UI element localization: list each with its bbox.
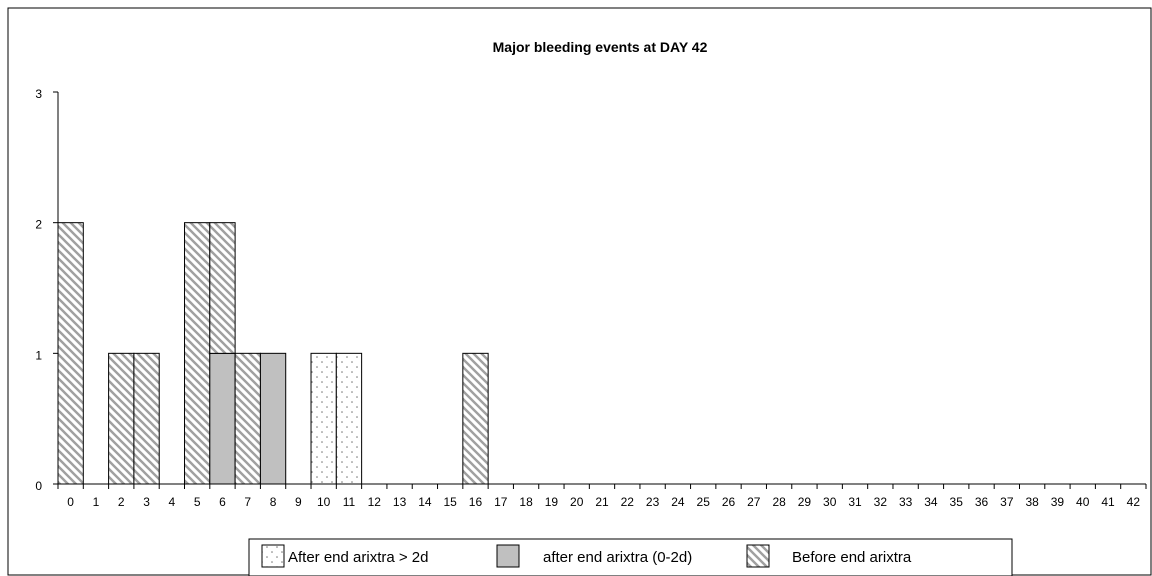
bars-layer xyxy=(57,222,489,485)
x-tick-label: 19 xyxy=(545,495,559,509)
x-tick-label: 5 xyxy=(194,495,201,509)
chart-title: Major bleeding events at DAY 42 xyxy=(493,39,708,55)
y-tick-label: 3 xyxy=(35,87,42,101)
x-tick-label: 2 xyxy=(118,495,125,509)
bar-3-series-2 xyxy=(133,352,160,485)
bar-8-series-1 xyxy=(259,352,287,485)
y-tick-label: 2 xyxy=(35,218,42,232)
bar-0-series-2 xyxy=(57,222,84,485)
y-tick-label: 1 xyxy=(35,348,42,362)
x-tick-label: 16 xyxy=(469,495,483,509)
x-tick-label: 35 xyxy=(950,495,964,509)
bar-6-series-1 xyxy=(209,352,236,485)
y-tick-label: 0 xyxy=(35,479,42,493)
x-tick-label: 14 xyxy=(418,495,432,509)
x-tick-label: 31 xyxy=(848,495,862,509)
x-tick-label: 34 xyxy=(924,495,938,509)
legend-swatch xyxy=(261,544,285,568)
x-tick-label: 13 xyxy=(393,495,407,509)
x-tick-label: 4 xyxy=(169,495,176,509)
x-tick-label: 27 xyxy=(747,495,761,509)
legend-label: after end arixtra (0-2d) xyxy=(543,549,692,566)
x-tick-label: 15 xyxy=(444,495,458,509)
bar-7-series-2 xyxy=(234,352,261,485)
x-tick-label: 20 xyxy=(570,495,584,509)
x-tick-label: 24 xyxy=(671,495,685,509)
x-tick-label: 30 xyxy=(823,495,837,509)
x-tick-label: 6 xyxy=(219,495,226,509)
bar-6-series-2 xyxy=(209,222,236,354)
x-tick-label: 11 xyxy=(343,495,356,509)
bar-2-series-2 xyxy=(108,352,135,485)
x-tick-label: 1 xyxy=(93,495,100,509)
x-tick-label: 32 xyxy=(874,495,888,509)
legend-swatch xyxy=(496,544,520,568)
bar-11-series-0 xyxy=(335,352,363,485)
x-tick-label: 37 xyxy=(1000,495,1014,509)
x-tick-label: 33 xyxy=(899,495,913,509)
x-tick-label: 3 xyxy=(143,495,150,509)
x-tick-label: 42 xyxy=(1127,495,1141,509)
chart-frame xyxy=(7,7,1152,576)
bar-5-series-2 xyxy=(184,222,211,485)
x-tick-label: 17 xyxy=(494,495,508,509)
legend-label: After end arixtra > 2d xyxy=(288,549,429,566)
x-tick-label: 23 xyxy=(646,495,660,509)
x-tick-label: 21 xyxy=(595,495,609,509)
x-tick-label: 8 xyxy=(270,495,277,509)
bar-10-series-0 xyxy=(310,352,337,485)
x-tick-label: 39 xyxy=(1051,495,1065,509)
bar-16-series-2 xyxy=(462,352,489,485)
x-tick-label: 28 xyxy=(772,495,786,509)
x-tick-label: 12 xyxy=(368,495,382,509)
x-tick-label: 22 xyxy=(621,495,635,509)
legend-label: Before end arixtra xyxy=(792,549,912,566)
x-tick-label: 29 xyxy=(798,495,812,509)
x-tick-label: 25 xyxy=(697,495,711,509)
legend-box xyxy=(248,538,1013,576)
x-tick-label: 9 xyxy=(295,495,302,509)
x-tick-label: 36 xyxy=(975,495,989,509)
x-tick-label: 26 xyxy=(722,495,736,509)
x-tick-label: 18 xyxy=(519,495,533,509)
x-tick-label: 7 xyxy=(244,495,251,509)
legend-swatch xyxy=(746,544,770,568)
x-tick-label: 40 xyxy=(1076,495,1090,509)
x-tick-label: 10 xyxy=(317,495,331,509)
x-tick-label: 0 xyxy=(67,495,74,509)
x-tick-label: 38 xyxy=(1025,495,1039,509)
legend: After end arixtra > 2d after end arixtra … xyxy=(248,538,1013,576)
x-tick-label: 41 xyxy=(1101,495,1115,509)
